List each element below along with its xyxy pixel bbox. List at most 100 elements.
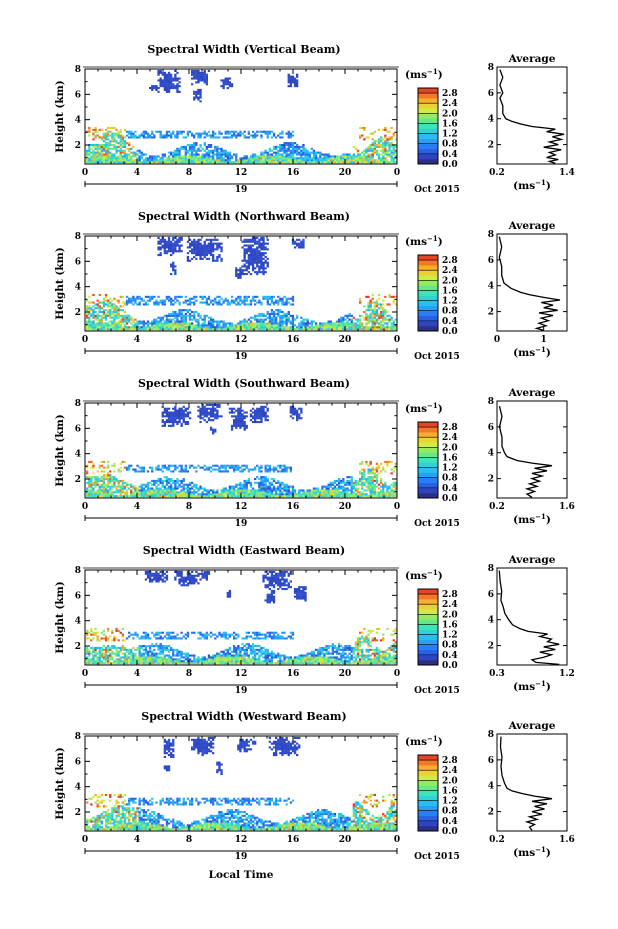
heatmap-cell [283,326,286,329]
heatmap-cell [178,303,181,306]
heatmap-cell [128,299,131,302]
heatmap-cell [128,132,131,135]
heatmap-cell [237,419,240,422]
heatmap-cell [243,493,246,496]
heatmap-cell [203,71,206,74]
heatmap-cell [277,324,280,327]
heatmap-cell [262,269,265,272]
heatmap-cell [384,126,387,129]
heatmap-cell [268,483,271,486]
heatmap-cell [254,466,257,469]
heatmap-cell [176,478,179,481]
heatmap-cell [199,246,202,249]
heatmap-cell [176,153,179,156]
heatmap-cell [130,485,133,488]
heatmap-cell [138,470,141,473]
heatmap-cell [159,320,162,323]
heatmap-cell [340,157,343,160]
heatmap-cell [174,134,177,137]
heatmap-cell [283,466,286,469]
heatmap-cell [111,153,114,156]
heatmap-cell [174,487,177,490]
heatmap-cell [146,303,150,306]
heatmap-cell [182,419,185,422]
heatmap-cell [293,145,297,148]
heatmap-cell [314,155,318,158]
heatmap-cell [109,130,112,133]
heatmap-cell [220,248,223,251]
heatmap-cell [125,326,129,329]
heatmap-cell [308,328,311,331]
heatmap-cell [109,495,112,498]
heatmap-cell [308,326,311,329]
heatmap-cell [163,246,166,249]
heatmap-cell [155,466,158,469]
heatmap-cell [279,309,282,312]
heatmap-cell [329,322,332,325]
heatmap-cell [220,157,223,160]
heatmap-cell [195,96,198,99]
heatmap-cell [153,159,156,162]
heatmap-cell [264,493,267,496]
heatmap-cell [165,157,169,160]
heatmap-cell [367,320,370,323]
heatmap-cell [329,485,332,488]
heatmap-cell [218,303,221,306]
heatmap-cell [354,489,358,492]
heatmap-cell [203,254,206,257]
heatmap-cell [331,326,334,329]
heatmap-cell [191,69,194,72]
heatmap-cell [256,322,259,325]
heatmap-cell [377,145,381,148]
heatmap-cell [268,493,271,496]
heatmap-cell [264,271,267,274]
heatmap-cell [281,324,284,327]
colorbar-tick-label: 2.8 [442,89,458,99]
heatmap-cell [371,493,374,496]
heatmap-cell [193,314,196,317]
heatmap-cell [209,415,213,418]
heatmap-cell [262,151,265,154]
heatmap-cell [188,130,192,133]
heatmap-cell [178,419,181,422]
heatmap-cell [136,297,139,300]
heatmap-cell [199,244,202,247]
heatmap-cell [125,316,129,319]
heatmap-cell [111,159,114,162]
heatmap-cell [388,293,391,296]
heatmap-cell [260,254,263,257]
heatmap-cell [268,320,271,323]
heatmap-cell [104,483,108,486]
heatmap-cell [289,303,292,306]
heatmap-cell [128,161,131,164]
heatmap-cell [92,161,95,164]
heatmap-cell [266,303,269,306]
heatmap-cell [109,147,112,150]
heatmap-cell [88,326,91,329]
heatmap-cell [285,493,288,496]
heatmap-cell [266,134,269,137]
heatmap-cell [247,470,250,473]
heatmap-cell [96,493,99,496]
heatmap-cell [182,483,185,486]
heatmap-cell [359,495,362,498]
heatmap-cell [283,295,286,298]
heatmap-cell [117,299,120,302]
heatmap-cell [386,322,389,325]
heatmap-cell [123,324,127,327]
heatmap-cell [100,159,103,162]
heatmap-cell [136,320,139,323]
heatmap-cell [367,295,370,298]
heatmap-cell [306,161,309,164]
heatmap-cell [180,314,183,317]
heatmap-cell [212,491,215,494]
heatmap-cell [361,476,364,479]
heatmap-cell [178,409,181,412]
heatmap-cell [222,159,225,162]
heatmap-cell [323,495,326,498]
heatmap-cell [216,326,219,329]
heatmap-cell [170,240,173,243]
heatmap-cell [146,495,150,498]
heatmap-cell [125,485,129,488]
heatmap-cell [182,411,185,414]
